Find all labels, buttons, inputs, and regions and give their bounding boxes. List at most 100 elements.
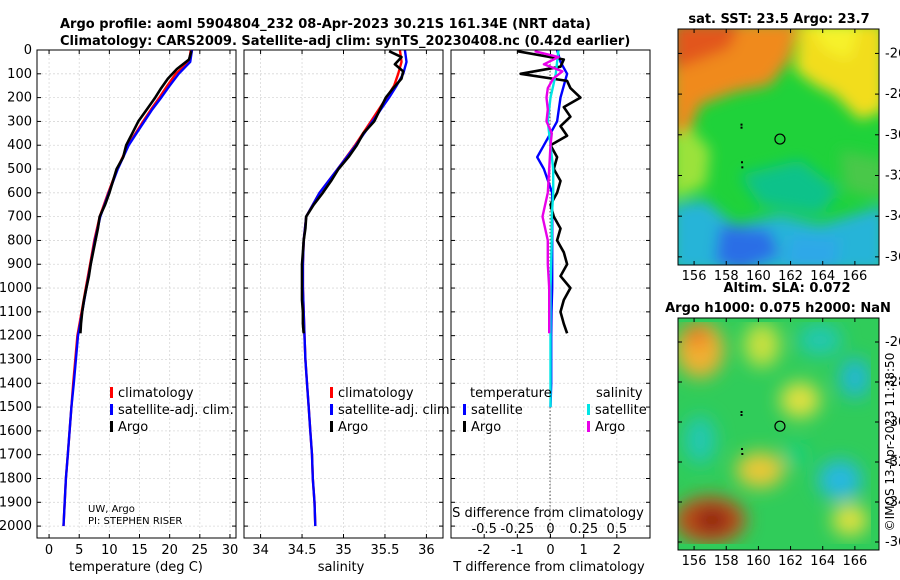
sst-map-panel: sat. SST: 23.5 Argo: 23.7 156 158 160 162 16… <box>677 12 900 284</box>
header-line-2: Climatology: CARS2009. Satellite-adj cli… <box>60 34 630 49</box>
salinity-difference-tick-labels: -0.5 -0.25 0 0.25 0.5 <box>471 522 627 537</box>
legend-t-satellite-swatch <box>463 404 466 415</box>
legend-t-argo-label: Argo <box>471 420 501 435</box>
depth-tick-label: 500 <box>7 162 32 177</box>
temperature-ticks: 0 5 10 15 20 25 30 <box>37 49 239 558</box>
temperature-xlabel: temperature (deg C) <box>69 560 203 575</box>
depth-tick-label: 100 <box>7 67 32 82</box>
map-y-tick-label: -30 <box>885 128 900 143</box>
depth-tick-label: 300 <box>7 114 32 129</box>
map-y-tick-label: -26 <box>885 46 900 61</box>
depth-tick-label: 1600 <box>0 424 32 439</box>
legend-argo-swatch <box>110 421 113 432</box>
depth-tick-label: 2000 <box>0 519 32 534</box>
map-x-tick-label: 162 <box>778 554 803 569</box>
temperature-axes-frame <box>36 49 237 539</box>
map-x-tick-label: 164 <box>810 554 835 569</box>
sst-map-field <box>678 29 879 265</box>
map-x-tick-label: 164 <box>810 269 835 284</box>
legend-climatology-swatch <box>110 387 113 398</box>
map-y-tick-label: -34 <box>885 209 900 224</box>
sla-map-field <box>678 322 871 544</box>
difference-panel: -2 -1 0 1 2 T difference from climatology S … <box>450 49 651 575</box>
map-x-tick-label: 160 <box>746 554 771 569</box>
series-line-argo <box>79 50 193 334</box>
difference-grid <box>451 49 650 538</box>
map-y-tick-label: -32 <box>885 168 900 183</box>
x-tick-label: 0 <box>45 543 53 558</box>
temperature-lines <box>62 50 194 527</box>
depth-tick-label: 1900 <box>0 495 32 510</box>
credit-line-2: PI: STEPHEN RISER <box>88 516 182 527</box>
x-tick-label: -1 <box>511 543 524 558</box>
legend-s-argo-swatch-2 <box>587 421 590 432</box>
map-y-tick-label: -28 <box>885 87 900 102</box>
depth-tick-label: 400 <box>7 138 32 153</box>
map-x-tick-label: 166 <box>842 554 867 569</box>
salinity-panel: 34 34.5 35 35.5 36 salinity climatology sate… <box>243 49 454 575</box>
sst-profile-location-marker <box>774 133 786 145</box>
map-x-tick-label: 156 <box>682 554 707 569</box>
legend-temperature-title: temperature <box>470 386 552 401</box>
x-tick-label: 35 <box>335 543 352 558</box>
x-tick-label: 0 <box>546 543 554 558</box>
depth-tick-label: 1300 <box>0 352 32 367</box>
legend-climatology-label: climatology <box>118 386 194 401</box>
x-tick-label: 36 <box>418 543 435 558</box>
depth-tick-label: 1200 <box>0 329 32 344</box>
depth-tick-label: 800 <box>7 233 32 248</box>
x-tick-label: -2 <box>478 543 491 558</box>
s-diff-tick-label: 0 <box>546 522 554 537</box>
legend-s-satellite-swatch-2 <box>587 404 590 415</box>
series-line-argo <box>300 50 405 334</box>
x-tick-label: 34.5 <box>288 543 317 558</box>
depth-tick-label: 1800 <box>0 471 32 486</box>
s-diff-tick-label: -0.5 <box>471 522 496 537</box>
depth-tick-labels: 0 100 200 300 400 500 600 700 800 900 1000 1100 1200… <box>0 43 32 534</box>
map-x-tick-label: 162 <box>778 269 803 284</box>
depth-tick-label: 1000 <box>0 281 32 296</box>
legend-t-satellite-label: satellite <box>471 403 523 418</box>
legend-s-argo-label: Argo <box>338 420 368 435</box>
x-tick-label: 30 <box>222 543 239 558</box>
x-tick-label: 34 <box>252 543 269 558</box>
map-x-tick-label: 158 <box>714 269 739 284</box>
legend-s-satellite-swatch <box>330 404 333 415</box>
legend-s-argo-label-2: Argo <box>595 420 625 435</box>
legend-s-climatology-swatch <box>330 387 333 398</box>
sla-map-frame <box>677 317 880 551</box>
depth-tick-label: 1400 <box>0 376 32 391</box>
track-dot <box>740 414 743 416</box>
credit-line-1: UW, Argo <box>88 504 135 515</box>
map-x-tick-label: 158 <box>714 554 739 569</box>
header-line-1: Argo profile: aoml 5904804_232 08-Apr-20… <box>60 17 591 32</box>
map-y-tick-label: -26 <box>885 335 900 350</box>
legend-s-satellite-label-2: satellite <box>595 403 647 418</box>
sst-map-title: sat. SST: 23.5 Argo: 23.7 <box>688 12 869 27</box>
map-y-tick-label: -36 <box>885 250 900 265</box>
x-tick-label: 15 <box>131 543 148 558</box>
temperature-panel: 0 5 10 15 20 25 30 0 100 200 300 400 500 600 700 800 90… <box>0 43 238 575</box>
s-diff-tick-label: 0.25 <box>569 522 598 537</box>
depth-tick-label: 0 <box>24 43 32 58</box>
sla-map-title-2: Argo h1000: 0.075 h2000: NaN <box>665 301 891 316</box>
track-dot <box>740 123 743 126</box>
series-line-s-argo <box>534 50 564 334</box>
track-dot <box>740 126 743 129</box>
imos-watermark: ©IMOS 13-Apr-2023 11:38:50 <box>883 353 897 532</box>
sla-map-title-1: Altim. SLA: 0.072 <box>724 281 851 296</box>
salinity-ticks: 34 34.5 35 35.5 36 <box>244 49 443 558</box>
difference-ticks: -2 -1 0 1 2 <box>451 49 650 558</box>
map-y-tick-label: -32 <box>885 455 900 470</box>
salinity-lines <box>300 50 408 527</box>
sla-profile-location-marker <box>774 420 786 432</box>
legend-salinity-title: salinity <box>596 386 643 401</box>
legend-satellite-swatch <box>110 404 113 415</box>
map-y-tick-label: -36 <box>885 535 900 550</box>
legend-s-satellite-label: satellite-adj. clim. <box>338 403 454 418</box>
s-diff-tick-label: -0.25 <box>501 522 535 537</box>
salinity-legend: climatology satellite-adj. clim. Argo <box>330 386 454 435</box>
difference-lines <box>517 50 582 408</box>
legend-s-climatology-label: climatology <box>338 386 414 401</box>
salinity-xlabel: salinity <box>318 560 365 575</box>
